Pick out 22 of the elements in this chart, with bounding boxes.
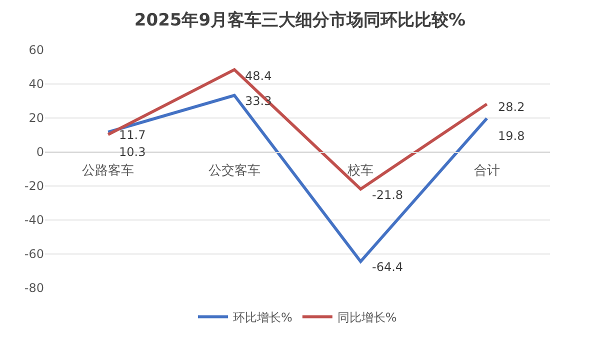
data-label: 11.7 [119, 128, 146, 142]
y-tick-label: -80 [24, 281, 44, 296]
legend-label: 环比增长% [233, 310, 292, 324]
data-label: 10.3 [119, 145, 146, 159]
y-tick-label: 60 [28, 43, 44, 58]
x-tick-label: 校车 [346, 164, 374, 179]
y-tick-label: 40 [28, 77, 44, 92]
data-label: 28.2 [498, 100, 525, 114]
legend-label: 同比增长% [337, 310, 397, 324]
data-label: -21.8 [372, 188, 404, 202]
chart-title: 2025年9月客车三大细分市场同环比比较% [134, 10, 466, 31]
x-tick-label: 合计 [474, 164, 500, 179]
y-tick-label: -20 [24, 179, 44, 194]
y-tick-label: -60 [24, 247, 44, 262]
data-label: -64.4 [372, 260, 404, 274]
x-tick-label: 公路客车 [82, 162, 134, 179]
y-tick-label: 0 [36, 145, 44, 160]
y-tick-label: 20 [28, 111, 44, 126]
y-tick-label: -40 [24, 213, 44, 228]
data-label: 19.8 [498, 129, 525, 143]
x-tick-label: 公交客车 [208, 162, 260, 179]
data-label: 48.4 [245, 69, 272, 83]
